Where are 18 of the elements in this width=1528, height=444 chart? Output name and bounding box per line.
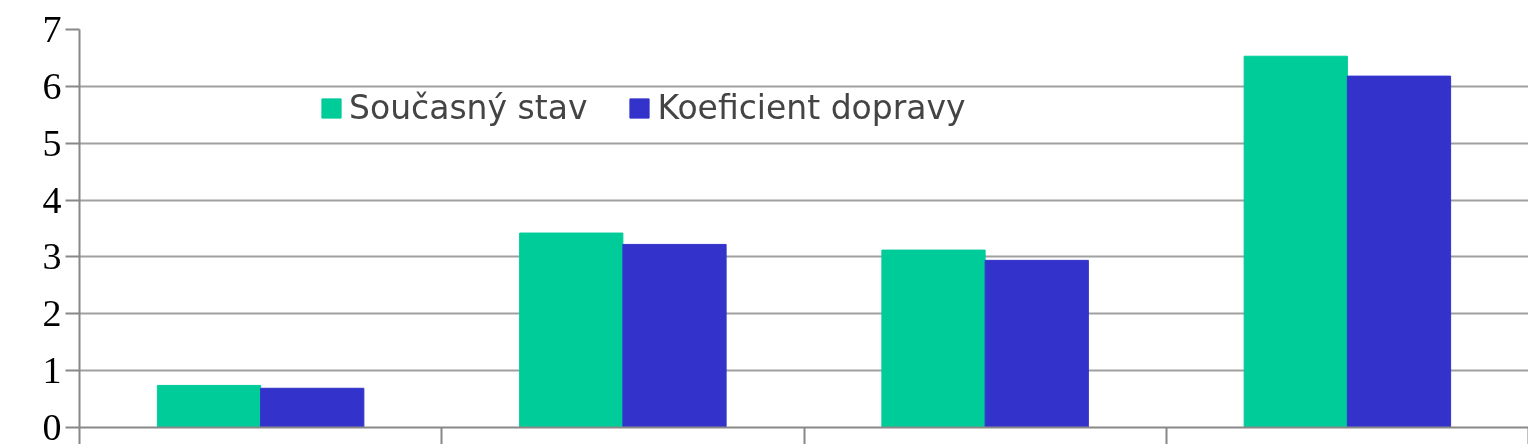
bar xyxy=(1346,75,1452,428)
y-tick-label: 6 xyxy=(42,64,62,107)
bar xyxy=(984,259,1089,428)
bar xyxy=(1243,55,1348,428)
bar xyxy=(881,249,986,428)
y-tick-label: 0 xyxy=(42,406,62,444)
y-tick-label: 3 xyxy=(42,235,62,278)
bar xyxy=(260,387,365,428)
y-tick-label: 4 xyxy=(42,178,62,221)
y-tick-label: 1 xyxy=(42,349,62,392)
bar xyxy=(622,243,727,428)
y-tick-label: 2 xyxy=(42,292,62,335)
bar xyxy=(519,232,624,428)
bar xyxy=(156,384,262,428)
legend-label: Současný stav xyxy=(349,88,588,127)
y-tick-label: 5 xyxy=(42,121,62,164)
y-tick-label: 7 xyxy=(42,8,62,50)
legend-label: Koeficient dopravy xyxy=(657,88,966,127)
